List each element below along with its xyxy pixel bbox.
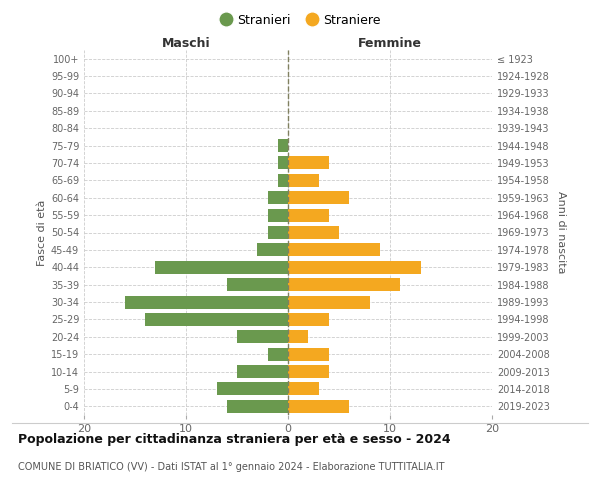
Bar bbox=[288, 382, 319, 396]
Bar bbox=[145, 313, 288, 326]
Bar bbox=[278, 139, 288, 152]
Y-axis label: Fasce di età: Fasce di età bbox=[37, 200, 47, 266]
Y-axis label: Anni di nascita: Anni di nascita bbox=[556, 191, 566, 274]
Bar bbox=[278, 156, 288, 170]
Bar bbox=[288, 260, 421, 274]
Bar bbox=[237, 330, 288, 344]
Bar bbox=[288, 226, 339, 239]
Bar bbox=[288, 365, 329, 378]
Text: Popolazione per cittadinanza straniera per età e sesso - 2024: Popolazione per cittadinanza straniera p… bbox=[18, 432, 451, 446]
Legend: Stranieri, Straniere: Stranieri, Straniere bbox=[215, 8, 386, 32]
Bar bbox=[288, 156, 329, 170]
Bar bbox=[288, 313, 329, 326]
Bar bbox=[257, 244, 288, 256]
Bar bbox=[288, 330, 308, 344]
Text: Femmine: Femmine bbox=[358, 37, 422, 50]
Bar bbox=[288, 278, 400, 291]
Bar bbox=[268, 348, 288, 360]
Text: COMUNE DI BRIATICO (VV) - Dati ISTAT al 1° gennaio 2024 - Elaborazione TUTTITALI: COMUNE DI BRIATICO (VV) - Dati ISTAT al … bbox=[18, 462, 445, 472]
Bar bbox=[288, 296, 370, 308]
Bar bbox=[288, 244, 380, 256]
Bar bbox=[268, 208, 288, 222]
Bar bbox=[288, 191, 349, 204]
Bar bbox=[227, 400, 288, 413]
Bar bbox=[288, 348, 329, 360]
Bar bbox=[155, 260, 288, 274]
Bar bbox=[288, 208, 329, 222]
Bar bbox=[288, 174, 319, 187]
Bar bbox=[268, 191, 288, 204]
Bar bbox=[227, 278, 288, 291]
Text: Maschi: Maschi bbox=[161, 37, 211, 50]
Bar bbox=[125, 296, 288, 308]
Bar bbox=[217, 382, 288, 396]
Bar bbox=[278, 174, 288, 187]
Bar bbox=[237, 365, 288, 378]
Bar bbox=[268, 226, 288, 239]
Bar bbox=[288, 400, 349, 413]
